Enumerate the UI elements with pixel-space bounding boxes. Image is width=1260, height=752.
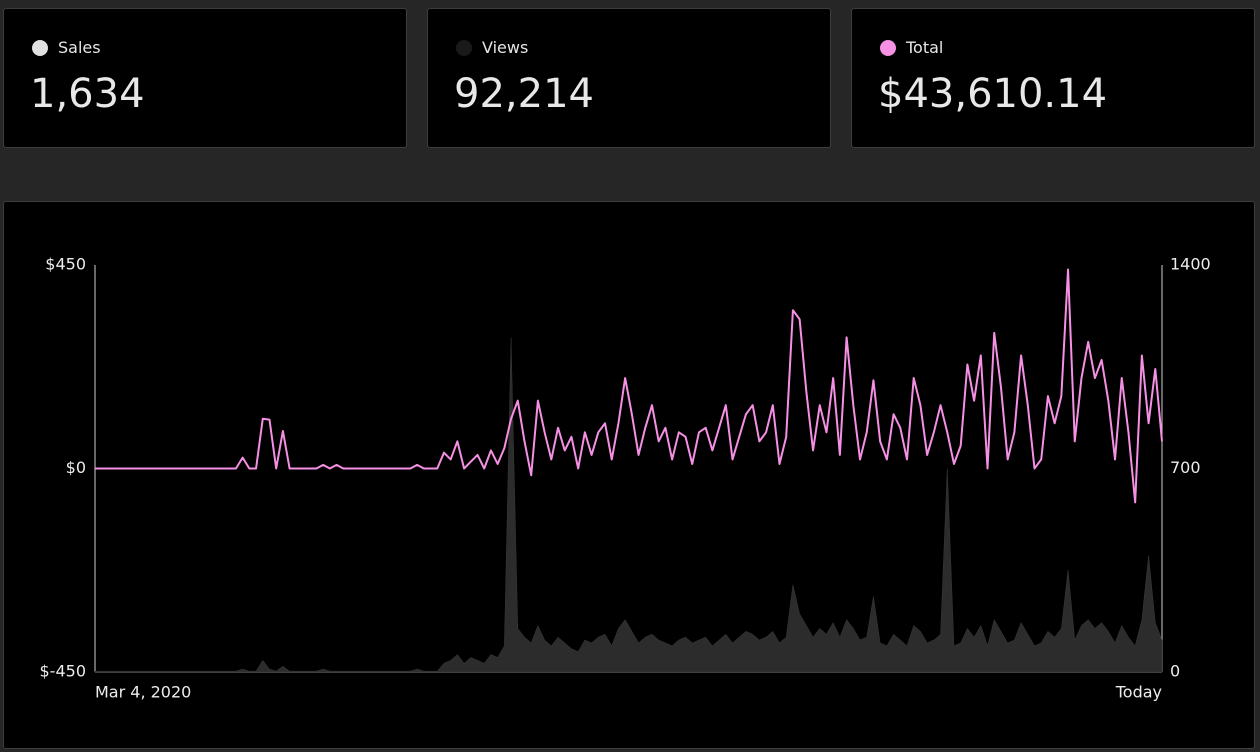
- metric-card: Views 92,214: [427, 8, 831, 148]
- metric-label: Sales: [58, 38, 101, 57]
- views-area: [94, 337, 1163, 673]
- y2-tick-label: 0: [1170, 662, 1180, 681]
- y-tick-label: $450: [45, 255, 86, 274]
- metric-value: 92,214: [454, 71, 594, 117]
- metric-card: Total $43,610.14: [851, 8, 1255, 148]
- metric-label: Views: [482, 38, 529, 57]
- x-tick-label: Mar 4, 2020: [95, 683, 191, 702]
- legend-dot: [32, 39, 48, 56]
- y2-tick-label: 1400: [1170, 255, 1211, 274]
- y-tick-label: $0: [66, 458, 86, 477]
- y-tick-label: $-450: [40, 662, 87, 681]
- metric-value: 1,634: [30, 71, 145, 117]
- total-line: [95, 268, 1163, 504]
- metric-card: Sales 1,634: [3, 8, 407, 148]
- metric-label-row: Sales: [32, 38, 101, 57]
- metric-label-row: Views: [456, 38, 528, 57]
- metric-label: Total: [906, 38, 944, 57]
- legend-dot: [880, 39, 896, 56]
- metric-value: $43,610.14: [878, 71, 1108, 117]
- metric-label-row: Total: [880, 38, 943, 57]
- y2-tick-label: 700: [1170, 458, 1201, 477]
- legend-dot: [456, 39, 472, 56]
- x-tick-label: Today: [1115, 683, 1162, 702]
